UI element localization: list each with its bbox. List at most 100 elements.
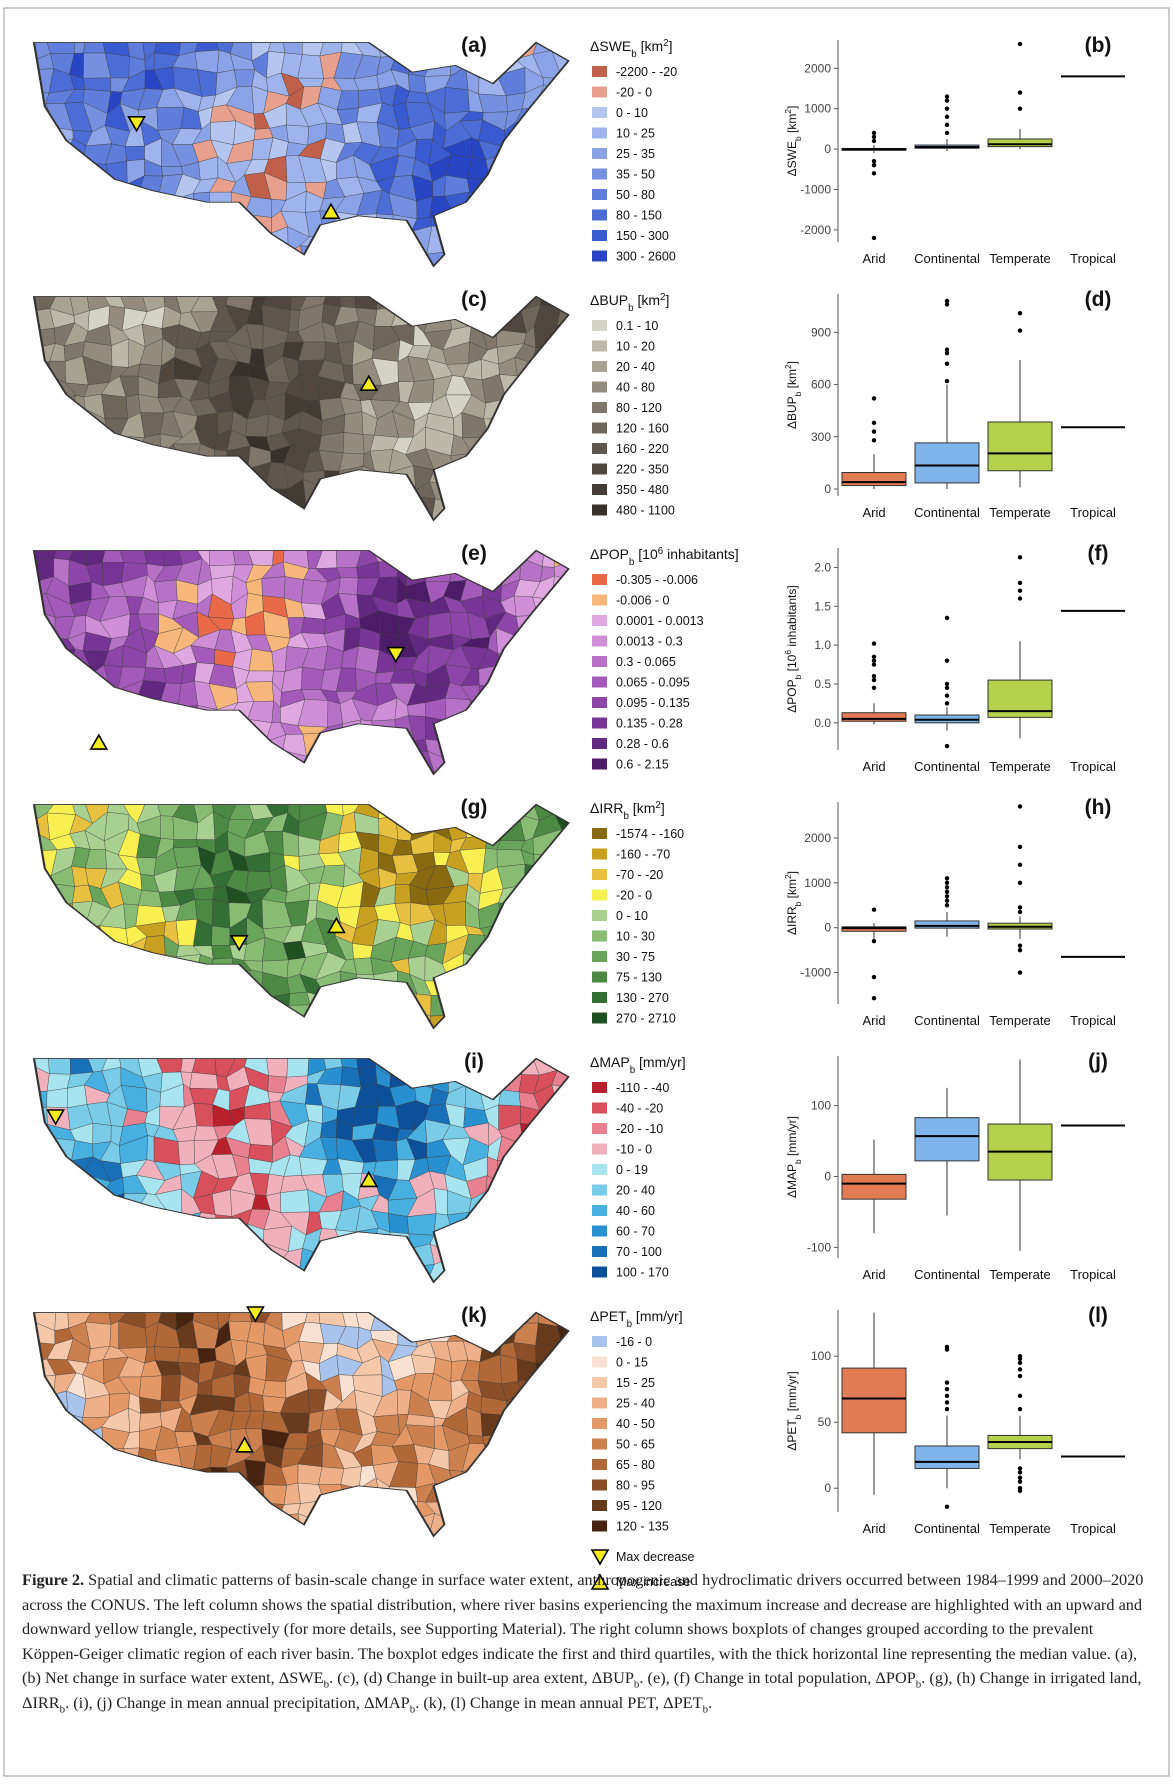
- basin: [466, 1498, 482, 1522]
- outlier: [945, 123, 949, 127]
- legend-swatch: [592, 718, 607, 729]
- basin: [497, 225, 523, 252]
- outlier: [872, 163, 876, 167]
- legend-label: 0 - 15: [616, 1356, 648, 1370]
- basin: [481, 977, 506, 993]
- marker-legend-label: Max decrease: [616, 1550, 695, 1564]
- basin: [501, 1462, 525, 1488]
- basin: [49, 1414, 68, 1430]
- basin: [48, 1447, 68, 1467]
- basin: [69, 180, 88, 193]
- y-axis-label-part: ΔPET: [785, 1419, 799, 1451]
- basin: [106, 468, 126, 488]
- basin: [487, 546, 508, 567]
- basin: [193, 1498, 219, 1524]
- basin: [244, 995, 271, 1016]
- basin: [209, 210, 235, 232]
- basin: [34, 884, 51, 912]
- basin: [523, 1411, 542, 1435]
- y-axis-label: ΔIRRb [km2]: [783, 871, 803, 935]
- caption-text: .: [708, 1693, 712, 1712]
- basin: [155, 752, 181, 774]
- basin: [34, 197, 57, 219]
- box: [915, 1446, 979, 1468]
- basin: [480, 1217, 506, 1232]
- outlier: [872, 429, 876, 433]
- basin: [298, 1514, 327, 1536]
- basin: [102, 546, 123, 563]
- basin: [506, 1208, 526, 1233]
- basin: [124, 481, 142, 508]
- basin: [181, 1212, 201, 1233]
- basin: [479, 1074, 508, 1090]
- basin: [550, 394, 574, 412]
- outlier: [1018, 1407, 1022, 1411]
- legend-swatch: [592, 107, 607, 118]
- basin: [461, 735, 487, 761]
- basin: [89, 251, 112, 266]
- basin: [516, 1009, 537, 1028]
- x-tick-label: Arid: [862, 1013, 885, 1028]
- y-tick-label: -100: [807, 1240, 831, 1254]
- basin: [540, 196, 557, 210]
- basin: [67, 1230, 93, 1251]
- y-axis-label-part: ]: [785, 361, 799, 364]
- basin: [109, 1516, 126, 1536]
- basin: [298, 1464, 322, 1485]
- legend-swatch: [592, 1013, 607, 1024]
- basin: [559, 646, 574, 666]
- basin: [539, 920, 559, 935]
- legend-swatch: [592, 382, 607, 393]
- outlier: [945, 131, 949, 135]
- x-tick-label: Arid: [862, 251, 885, 266]
- outlier: [945, 701, 949, 705]
- basin: [67, 1244, 93, 1267]
- legend-label: -20 - 0: [616, 86, 652, 100]
- basin: [64, 155, 88, 183]
- y-axis-label-part: ]: [785, 106, 799, 109]
- basin: [34, 753, 53, 774]
- legend-swatch: [592, 1164, 607, 1175]
- basin: [119, 1261, 145, 1282]
- outlier: [945, 744, 949, 748]
- box: [842, 713, 906, 722]
- basin: [190, 225, 209, 249]
- basin: [425, 717, 453, 742]
- panel-label: (j): [1088, 1050, 1108, 1073]
- x-tick-label: Continental: [914, 251, 980, 266]
- basin: [154, 580, 177, 603]
- legend-swatch: [592, 849, 607, 860]
- basin: [499, 723, 523, 740]
- basin: [124, 1194, 147, 1217]
- y-axis-label: ΔBUPb [km2]: [783, 361, 803, 429]
- legend-title-part: ΔMAP: [590, 1054, 630, 1070]
- basin: [137, 195, 166, 215]
- outlier: [872, 996, 876, 1000]
- basin: [211, 506, 234, 520]
- basin: [120, 956, 140, 972]
- basin: [53, 735, 67, 763]
- outlier: [1018, 1367, 1022, 1371]
- legend-label: 10 - 25: [616, 127, 655, 141]
- basin: [341, 1246, 362, 1263]
- basin: [66, 1446, 90, 1467]
- basin: [408, 74, 426, 93]
- panel-label: (a): [461, 34, 487, 57]
- basin: [501, 464, 514, 486]
- basin: [159, 195, 181, 218]
- outlier: [872, 438, 876, 442]
- basin: [34, 1155, 58, 1180]
- legend-swatch: [592, 615, 607, 626]
- legend-swatch: [592, 1500, 607, 1511]
- basin: [208, 975, 236, 996]
- basin: [289, 992, 310, 1005]
- basin: [324, 1497, 345, 1523]
- basin: [484, 1444, 506, 1466]
- basin: [194, 736, 220, 760]
- basin: [499, 1090, 521, 1106]
- basin: [532, 358, 557, 384]
- y-tick-label: -1000: [800, 966, 831, 980]
- basin: [503, 708, 520, 725]
- basin: [72, 429, 94, 450]
- basin: [212, 716, 234, 744]
